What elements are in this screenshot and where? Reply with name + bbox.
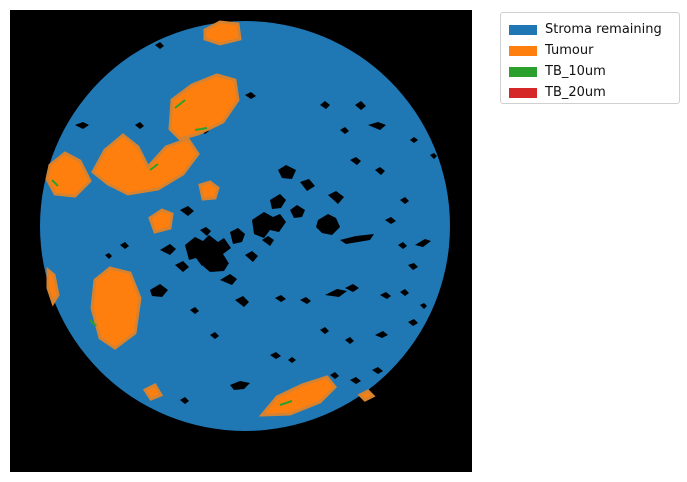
legend-label-tumour: Tumour <box>545 43 594 58</box>
legend-label-stroma: Stroma remaining <box>545 22 662 37</box>
tb10-accents <box>51 99 293 406</box>
legend: Stroma remaining Tumour TB_10um TB_20um <box>500 12 680 104</box>
legend-item-tb20: TB_20um <box>509 82 671 103</box>
stroma-holes <box>75 42 437 404</box>
legend-swatch-tb10 <box>509 66 537 77</box>
legend-label-tb10: TB_10um <box>545 64 606 79</box>
legend-item-stroma: Stroma remaining <box>509 19 671 40</box>
legend-swatch-tb20 <box>509 87 537 98</box>
legend-item-tumour: Tumour <box>509 40 671 61</box>
legend-swatch-stroma <box>509 24 537 35</box>
legend-swatch-tumour <box>509 45 537 56</box>
stroma-disk <box>40 21 450 431</box>
legend-item-tb10: TB_10um <box>509 61 671 82</box>
legend-label-tb20: TB_20um <box>545 85 606 100</box>
